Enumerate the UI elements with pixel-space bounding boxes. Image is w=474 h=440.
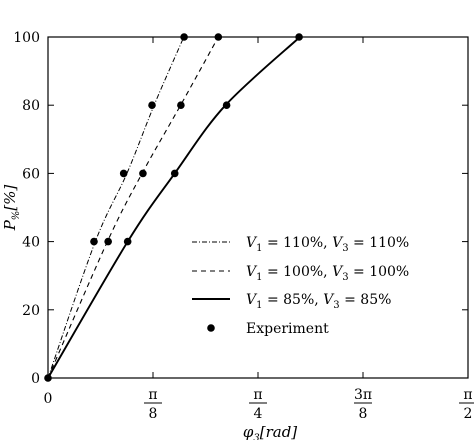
x-axis-title: φ3[rad] xyxy=(243,423,297,440)
legend-experiment-label: Experiment xyxy=(246,321,329,337)
y-tick-label: 0 xyxy=(31,371,40,387)
x-tick-label-denominator: 4 xyxy=(254,406,263,422)
experiment-point xyxy=(90,237,98,246)
experiment-point xyxy=(44,374,52,382)
experiment-point xyxy=(222,101,231,109)
x-tick-label-denominator: 2 xyxy=(464,406,473,422)
legend: V1 = 110%, V3 = 110% V1 = 100%, V3 = 100%… xyxy=(192,235,409,337)
y-tick-label: 20 xyxy=(22,303,40,319)
experiment-point xyxy=(180,33,188,41)
x-tick-label-numerator: 3π xyxy=(354,387,372,403)
experiment-point xyxy=(119,169,128,178)
legend-entry-label: V1 = 100%, V3 = 100% xyxy=(246,264,409,283)
legend-entry-label: V1 = 110%, V3 = 110% xyxy=(246,235,409,254)
experiment-point xyxy=(214,33,223,41)
experiment-point xyxy=(139,169,147,178)
x-tick-label-numerator: π xyxy=(148,387,157,403)
experiment-point xyxy=(148,101,156,109)
experiment-point xyxy=(123,237,132,246)
experiment-points xyxy=(44,33,303,382)
y-tick-label: 100 xyxy=(13,30,40,46)
x-tick-label: 0 xyxy=(44,391,53,407)
y-tick-label: 40 xyxy=(22,235,40,251)
experiment-point xyxy=(177,101,185,109)
x-tick-label-numerator: π xyxy=(253,387,262,403)
experiment-point xyxy=(170,169,179,178)
series-line-2 xyxy=(47,36,219,379)
series-line-1 xyxy=(47,36,185,379)
legend-experiment-marker xyxy=(207,324,215,332)
experiment-point xyxy=(295,33,303,41)
legend-entry-label: V1 = 85%, V3 = 85% xyxy=(246,292,391,311)
x-tick-label-numerator: π xyxy=(463,387,472,403)
x-tick-label-denominator: 8 xyxy=(359,406,368,422)
experiment-point xyxy=(104,237,112,246)
y-tick-label: 60 xyxy=(22,166,40,182)
x-tick-label-denominator: 8 xyxy=(149,406,158,422)
axis-ticks: 0 20 40 60 80 100 0 π 8 π 4 3π 8 π 2 xyxy=(13,30,474,422)
y-tick-label: 80 xyxy=(22,98,40,114)
y-axis-title: P%[%] xyxy=(1,185,22,232)
